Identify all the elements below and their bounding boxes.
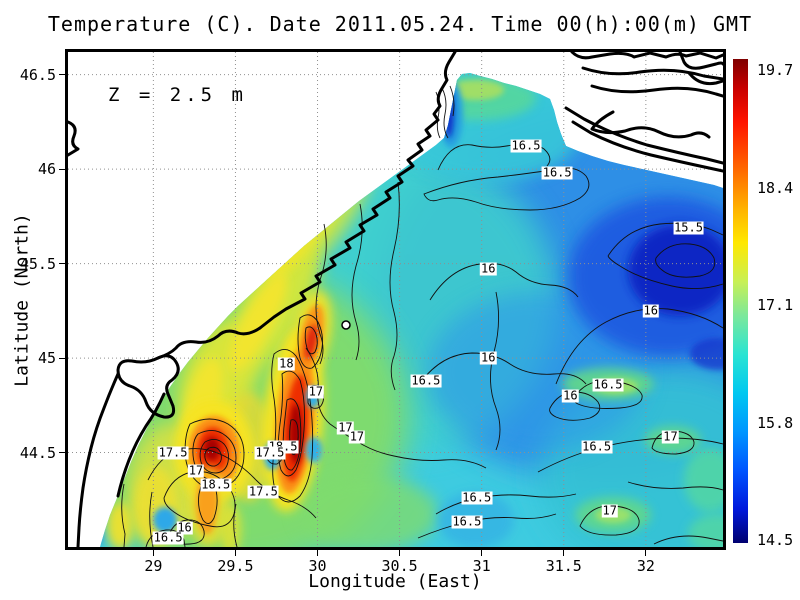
x-tick-label: 31 [472, 557, 491, 575]
contour-label: 16.5 [152, 530, 184, 545]
colorbar-tick-label: 19.7 [757, 61, 794, 79]
x-tick-mark [399, 550, 401, 556]
x-axis-label: Longitude (East) [308, 571, 482, 592]
contour-label: 17 [307, 384, 325, 399]
contour-label: 17 [348, 429, 366, 444]
x-tick-label: 29 [144, 557, 163, 575]
contour-label: 16 [642, 303, 659, 318]
colorbar-tick-label: 14.5 [757, 531, 794, 549]
contour-label: 16.5 [461, 490, 493, 505]
x-tick-mark [152, 550, 154, 556]
y-tick-mark [59, 168, 65, 170]
contour-label: 16 [480, 350, 497, 365]
y-tick-label: 45 [37, 349, 56, 368]
y-tick-label: 45.5 [19, 254, 56, 273]
coastlines [68, 52, 723, 547]
contour-label: 16.5 [581, 439, 613, 454]
figure-title: Temperature (C). Date 2011.05.24. Time 0… [47, 12, 753, 36]
contour-label: 16.5 [451, 514, 483, 529]
contour-label: 17.5 [157, 445, 189, 460]
colorbar [733, 59, 748, 543]
colorbar-tick-label: 17.1 [757, 296, 794, 314]
y-tick-label: 46 [37, 160, 56, 179]
contour-label: 16 [562, 388, 579, 403]
depth-annotation: Z = 2.5 m [108, 84, 247, 106]
y-tick-mark [59, 452, 65, 454]
x-tick-label: 30 [308, 557, 327, 575]
contour-label: 16 [480, 261, 497, 276]
contour-label: 16.5 [541, 165, 573, 180]
y-tick-mark [59, 263, 65, 265]
y-tick-label: 46.5 [19, 65, 56, 84]
contour-label: 16.5 [592, 377, 624, 392]
contour-label: 16.5 [510, 138, 542, 153]
contour-label: 17.5 [254, 445, 286, 460]
y-tick-mark [59, 357, 65, 359]
y-tick-label: 44.5 [19, 443, 56, 462]
x-tick-mark [317, 550, 319, 556]
y-tick-mark [59, 74, 65, 76]
colorbar-tick-label: 15.8 [757, 413, 794, 432]
x-tick-label: 30.5 [381, 557, 418, 575]
contour-label: 18.5 [200, 477, 232, 492]
contour-label: 17.5 [247, 484, 279, 499]
x-tick-mark [481, 550, 483, 556]
temperature-map [68, 52, 723, 547]
station-marker [341, 320, 351, 330]
x-tick-mark [645, 550, 647, 556]
map-plot-area: 16.5 16.5 15.5 16 16 16 16.5 16.5 16 17 16.5 17 16.5… [65, 49, 726, 550]
contour-label: 15.5 [673, 220, 704, 235]
x-tick-mark [234, 550, 236, 556]
contour-label: 17 [662, 429, 679, 444]
contour-label: 17 [187, 463, 205, 478]
x-tick-label: 32 [636, 557, 655, 575]
x-tick-label: 31.5 [545, 557, 582, 575]
contour-label: 17 [601, 503, 618, 518]
contour-label: 16.5 [410, 373, 442, 388]
x-tick-label: 29.5 [217, 557, 254, 575]
x-tick-mark [563, 550, 565, 556]
colorbar-tick-label: 18.4 [757, 178, 794, 197]
contour-lines [121, 85, 723, 547]
contour-label: 18 [278, 356, 295, 371]
